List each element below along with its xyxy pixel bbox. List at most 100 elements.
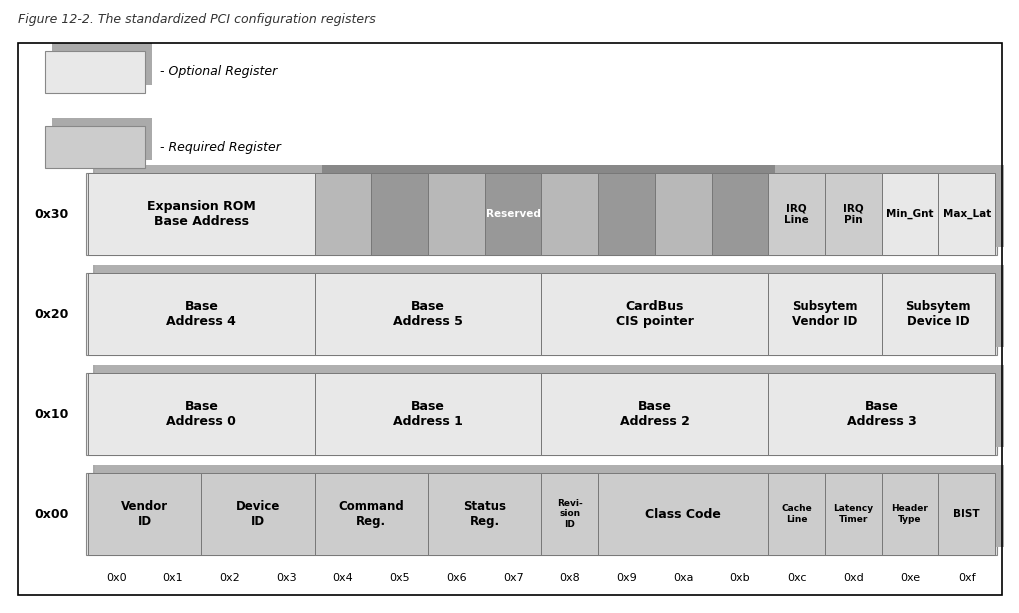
Text: Command
Reg.: Command Reg.: [338, 500, 404, 528]
Bar: [321, 465, 435, 547]
Bar: [86, 373, 996, 455]
Text: Base
Address 0: Base Address 0: [166, 400, 236, 428]
Text: Base
Address 4: Base Address 4: [166, 300, 236, 328]
Bar: [93, 465, 1003, 547]
Bar: [428, 473, 541, 555]
Bar: [208, 465, 321, 547]
Text: - Optional Register: - Optional Register: [160, 66, 277, 78]
Text: 0xb: 0xb: [729, 573, 750, 583]
Text: Subsytem
Device ID: Subsytem Device ID: [905, 300, 970, 328]
Bar: [937, 173, 994, 255]
Bar: [774, 165, 832, 247]
Bar: [321, 165, 378, 247]
Bar: [86, 173, 996, 255]
Text: 0x20: 0x20: [35, 308, 69, 321]
Text: - Required Register: - Required Register: [160, 140, 280, 153]
Text: 0xd: 0xd: [842, 573, 863, 583]
Bar: [428, 173, 484, 255]
Text: 0x4: 0x4: [332, 573, 354, 583]
Text: 0x5: 0x5: [389, 573, 410, 583]
Text: 0x6: 0x6: [445, 573, 467, 583]
Text: IRQ
Pin: IRQ Pin: [842, 203, 863, 225]
Text: 0xf: 0xf: [957, 573, 974, 583]
Bar: [774, 465, 832, 547]
Text: Subsytem
Vendor ID: Subsytem Vendor ID: [792, 300, 857, 328]
Bar: [52, 43, 152, 85]
Bar: [45, 126, 145, 168]
Text: 0xa: 0xa: [673, 573, 693, 583]
Text: 0xc: 0xc: [786, 573, 806, 583]
Text: 0x8: 0x8: [558, 573, 580, 583]
Bar: [774, 365, 1001, 447]
Text: 0x2: 0x2: [219, 573, 239, 583]
Bar: [548, 165, 604, 247]
Bar: [52, 118, 152, 160]
Bar: [315, 473, 428, 555]
Bar: [371, 173, 428, 255]
Bar: [88, 373, 315, 455]
Text: BIST: BIST: [953, 509, 979, 519]
Bar: [201, 473, 315, 555]
Bar: [597, 473, 767, 555]
Bar: [435, 165, 491, 247]
Bar: [824, 173, 880, 255]
Bar: [541, 173, 597, 255]
Bar: [774, 265, 888, 347]
Bar: [321, 365, 548, 447]
Text: 0x9: 0x9: [615, 573, 636, 583]
Text: Expansion ROM
Base Address: Expansion ROM Base Address: [147, 200, 256, 228]
Text: IRQ
Line: IRQ Line: [784, 203, 808, 225]
Text: Min_Gnt: Min_Gnt: [886, 209, 932, 219]
Bar: [767, 173, 824, 255]
Bar: [548, 365, 774, 447]
Text: Base
Address 1: Base Address 1: [392, 400, 463, 428]
Bar: [541, 473, 597, 555]
Text: Class Code: Class Code: [645, 508, 720, 520]
Bar: [880, 273, 994, 355]
Bar: [88, 473, 201, 555]
Bar: [711, 173, 767, 255]
Bar: [315, 373, 541, 455]
Text: Revi-
sion
ID: Revi- sion ID: [556, 499, 582, 529]
Bar: [484, 173, 541, 255]
Bar: [937, 473, 994, 555]
Text: Vendor
ID: Vendor ID: [121, 500, 168, 528]
Bar: [95, 165, 321, 247]
Bar: [597, 173, 654, 255]
Text: 0x1: 0x1: [163, 573, 183, 583]
Bar: [661, 165, 717, 247]
Text: 0x00: 0x00: [35, 508, 69, 520]
Bar: [832, 465, 888, 547]
Bar: [93, 365, 1003, 447]
Bar: [548, 465, 604, 547]
Bar: [945, 165, 1001, 247]
Bar: [378, 165, 435, 247]
Bar: [95, 265, 321, 347]
Bar: [888, 465, 945, 547]
Text: Latency
Timer: Latency Timer: [833, 504, 872, 524]
Bar: [824, 473, 880, 555]
Bar: [95, 465, 208, 547]
Text: 0x3: 0x3: [276, 573, 297, 583]
Bar: [888, 165, 945, 247]
Bar: [88, 273, 315, 355]
Bar: [321, 265, 548, 347]
Bar: [86, 273, 996, 355]
Bar: [435, 465, 548, 547]
Bar: [548, 265, 774, 347]
Text: CardBus
CIS pointer: CardBus CIS pointer: [615, 300, 693, 328]
Bar: [604, 465, 774, 547]
Text: 0x10: 0x10: [35, 408, 69, 421]
Text: Base
Address 2: Base Address 2: [620, 400, 689, 428]
Bar: [767, 473, 824, 555]
Bar: [880, 173, 937, 255]
Text: Figure 12-2. The standardized PCI configuration registers: Figure 12-2. The standardized PCI config…: [18, 12, 375, 26]
Bar: [767, 273, 880, 355]
Bar: [93, 265, 1003, 347]
Text: Base
Address 5: Base Address 5: [392, 300, 463, 328]
Bar: [315, 173, 371, 255]
Text: 0xe: 0xe: [899, 573, 919, 583]
Text: Header
Type: Header Type: [891, 504, 927, 524]
Text: 0x0: 0x0: [106, 573, 126, 583]
Bar: [45, 51, 145, 93]
